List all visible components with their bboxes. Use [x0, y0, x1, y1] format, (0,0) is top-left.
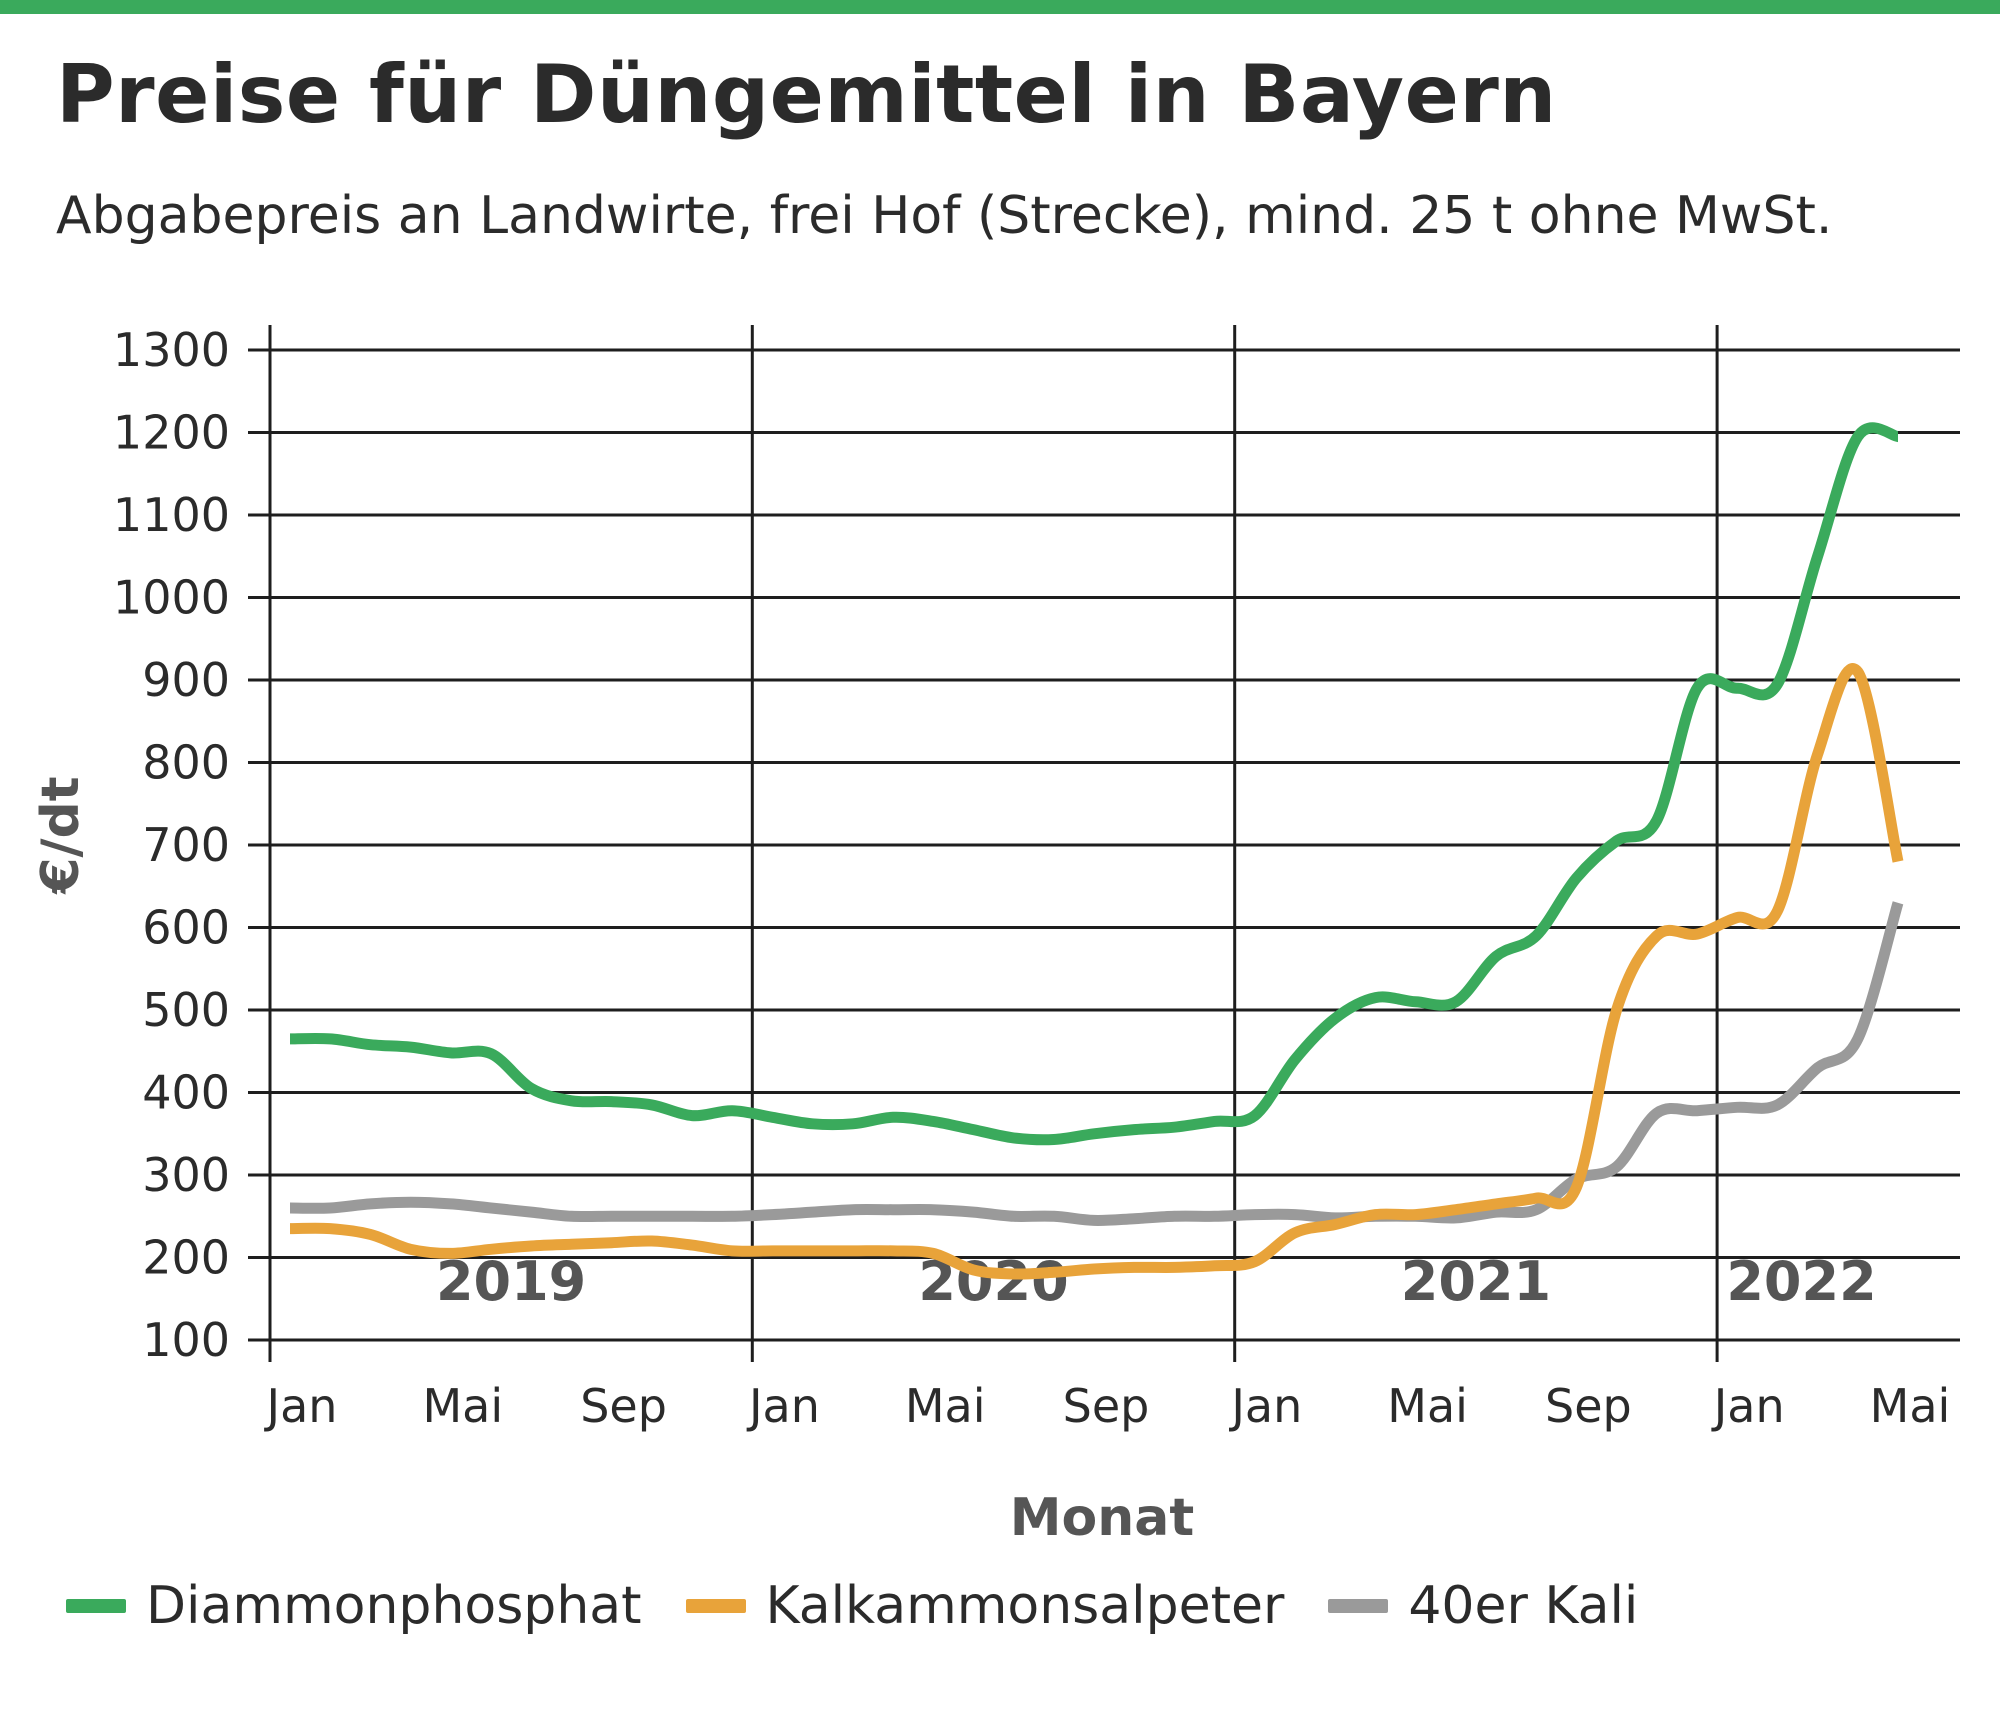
chart-title: Preise für Düngemittel in Bayern [56, 48, 1557, 141]
x-tick-labels: Jan Mai Sep Jan Mai Sep Jan Mai Sep Jan Mai [264, 1379, 1951, 1433]
y-tick-label: 900 [142, 653, 230, 707]
legend-label: Kalkammonsalpeter [765, 1576, 1285, 1636]
x-axis-label: Monat [1010, 1488, 1194, 1548]
x-tick-label: Mai [905, 1379, 986, 1433]
y-tick-label: 1200 [113, 406, 230, 460]
legend: Diammonphosphat Kalkammonsalpeter 40er K… [66, 1576, 1682, 1636]
x-tick-label: Mai [1387, 1379, 1468, 1433]
x-tick-label: Jan [1228, 1379, 1302, 1433]
x-tick-label: Sep [1545, 1379, 1632, 1433]
y-tick-label: 700 [142, 818, 230, 872]
y-axis-label: €/dt [31, 776, 91, 894]
y-tick-label: 500 [142, 983, 230, 1037]
x-tick-label: Mai [422, 1379, 503, 1433]
y-tick-label: 300 [142, 1148, 230, 1202]
chart-subtitle: Abgabepreis an Landwirte, frei Hof (Stre… [56, 186, 1833, 246]
series-line-kalkammonsalpeter [289, 663, 1904, 1280]
series-line-40er-kali [289, 901, 1904, 1226]
legend-swatch-40er-kali [1328, 1599, 1389, 1613]
top-accent-bar [0, 0, 2000, 14]
x-tick-label: Mai [1870, 1379, 1951, 1433]
y-tick-label: 1300 [113, 323, 230, 377]
series-line-diammonphosphat [289, 422, 1900, 1146]
legend-item-diammonphosphat: Diammonphosphat [66, 1576, 642, 1636]
y-tick-label: 1000 [113, 571, 230, 625]
y-tick-label: 400 [142, 1066, 230, 1120]
y-tick-labels: 100 200 300 400 500 600 700 800 900 1000 1100 1200 1… [113, 323, 230, 1367]
legend-swatch-diammonphosphat [66, 1599, 126, 1613]
legend-label: 40er Kali [1408, 1576, 1639, 1636]
legend-swatch-kalkammonsalpeter [685, 1599, 746, 1613]
legend-item-kalkammonsalpeter: Kalkammonsalpeter [685, 1576, 1285, 1636]
y-tick-label: 600 [142, 901, 230, 955]
x-tick-label: Sep [580, 1379, 667, 1433]
x-tick-label: Sep [1063, 1379, 1150, 1433]
y-tick-label: 1100 [113, 488, 230, 542]
y-tick-label: 200 [142, 1231, 230, 1285]
x-tick-label: Jan [746, 1379, 820, 1433]
legend-label: Diammonphosphat [146, 1576, 642, 1636]
legend-item-40er-kali: 40er Kali [1328, 1576, 1638, 1636]
year-label: 2022 [1726, 1250, 1876, 1313]
series-lines [289, 422, 1904, 1280]
year-label: 2019 [436, 1250, 586, 1313]
x-tick-label: Jan [264, 1379, 338, 1433]
year-labels: 2019 2020 2021 2022 [436, 1250, 1877, 1313]
y-tick-label: 800 [142, 736, 230, 790]
y-tick-label: 100 [142, 1313, 230, 1367]
year-label: 2021 [1401, 1250, 1551, 1313]
x-tick-label: Jan [1711, 1379, 1785, 1433]
